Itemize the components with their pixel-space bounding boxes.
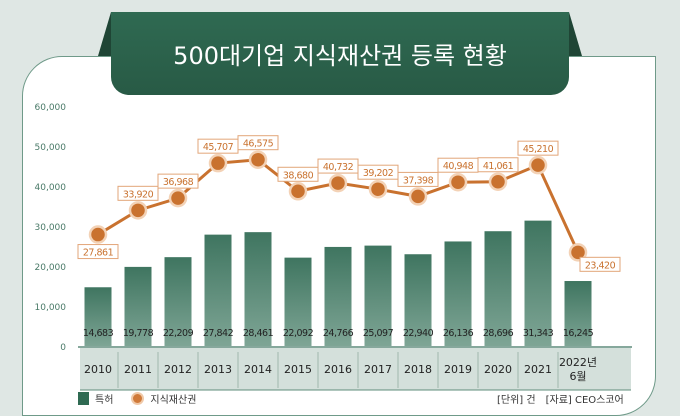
- x-tick-label: 2010: [84, 363, 112, 376]
- y-tick-label: 30,000: [35, 223, 67, 233]
- line-value-label: 39,202: [363, 168, 394, 179]
- x-tick-label: 2019: [444, 363, 472, 376]
- bar-2018: [404, 254, 432, 346]
- notes: [단위] 건 [자료] CEO스코어: [497, 391, 624, 406]
- bar-value-label: 22,092: [283, 328, 314, 339]
- bar-value-label: 14,683: [83, 328, 114, 339]
- bar-2021: [524, 220, 552, 346]
- line-label-box: [579, 256, 621, 272]
- bar-2019: [444, 241, 472, 346]
- bar-value-label: 24,766: [323, 328, 354, 339]
- y-tick-label: 40,000: [35, 183, 67, 193]
- legend-bar-label: 특허: [95, 395, 114, 406]
- bar-value-label: 28,696: [483, 328, 514, 339]
- x-tick-label: 2022년: [559, 356, 597, 369]
- line-point-2014: [248, 150, 268, 169]
- legend: 특허 지식재산권: [78, 391, 196, 406]
- line-value-label: 37,398: [403, 175, 434, 186]
- line-point-2011: [128, 201, 148, 220]
- bar-2015: [284, 257, 312, 346]
- bar-2017: [364, 245, 392, 346]
- bar-2014: [244, 232, 272, 346]
- line-value-label: 45,707: [203, 142, 234, 153]
- line-point-2017: [368, 179, 388, 199]
- bar-2016: [324, 246, 352, 346]
- line-value-label: 40,732: [323, 162, 354, 173]
- x-tick-label: 2016: [324, 363, 352, 376]
- bar-value-label: 28,461: [243, 328, 274, 339]
- source-note: [자료] CEO스코어: [545, 395, 624, 406]
- line-label-box: [117, 185, 159, 201]
- line-label-box: [477, 157, 519, 173]
- bar-2012: [164, 257, 192, 346]
- line-value-label: 36,968: [163, 177, 194, 188]
- bar-2010: [84, 287, 112, 346]
- x-tick-label: 2011: [124, 363, 152, 376]
- x-tick-label: 2017: [364, 363, 392, 376]
- x-tick-label: 2021: [524, 363, 552, 376]
- y-tick-label: 0: [60, 343, 66, 353]
- line-value-label: 40,948: [443, 161, 474, 172]
- line-value-label: 27,861: [83, 248, 114, 259]
- banner-fold-left: [98, 12, 111, 56]
- legend-line-label: 지식재산권: [150, 395, 197, 406]
- x-tick-label: 2015: [284, 363, 312, 376]
- line-point-2020: [488, 172, 508, 192]
- line-point-2016: [328, 173, 348, 193]
- line-value-label: 41,061: [483, 161, 514, 172]
- category-band: [80, 348, 631, 390]
- bar-2013: [204, 234, 232, 346]
- line-point-2019: [448, 172, 468, 192]
- line-label-box: [277, 166, 319, 182]
- bar-2011: [124, 266, 152, 346]
- line-point-2012: [168, 188, 188, 208]
- x-tick-label: 2018: [404, 363, 432, 376]
- line-value-label: 46,575: [243, 139, 274, 150]
- line-point-2010: [88, 225, 108, 244]
- line-label-box: [237, 135, 279, 151]
- line-point-2018: [408, 187, 428, 206]
- x-tick-label: 2014: [244, 363, 272, 376]
- y-tick-label: 20,000: [35, 263, 67, 273]
- line-point-2022년 6월: [568, 243, 588, 262]
- line-label-box: [77, 244, 119, 260]
- bar-value-label: 19,778: [123, 328, 154, 339]
- banner-fold-right: [569, 12, 582, 56]
- bar-value-label: 27,842: [203, 328, 234, 339]
- chart-title: 500대기업 지식재산권 등록 현황: [111, 12, 569, 95]
- x-tick-label: 2013: [204, 363, 232, 376]
- bar-value-label: 26,136: [443, 328, 474, 339]
- line-point-2015: [288, 182, 308, 201]
- line-point-2013: [208, 153, 228, 173]
- line-label-box: [157, 173, 199, 189]
- bar-value-label: 25,097: [363, 328, 394, 339]
- bar-value-label: 22,209: [163, 328, 194, 339]
- legend-bar-swatch: [78, 392, 89, 405]
- y-tick-label: 60,000: [35, 103, 67, 113]
- line-value-label: 23,420: [585, 260, 616, 271]
- x-tick-label: 6월: [569, 370, 586, 383]
- bar-value-label: 22,940: [403, 328, 434, 339]
- bar-value-label: 16,245: [563, 328, 594, 339]
- y-tick-label: 50,000: [35, 143, 67, 153]
- x-tick-label: 2012: [164, 363, 192, 376]
- bar-2022년 6월: [564, 281, 592, 346]
- unit-note: [단위] 건: [497, 395, 536, 406]
- line-value-label: 38,680: [283, 170, 314, 181]
- line-label-box: [397, 171, 439, 187]
- x-tick-label: 2020: [484, 363, 512, 376]
- line-label-box: [517, 140, 559, 156]
- bar-value-label: 31,343: [523, 328, 554, 339]
- legend-line-swatch: [131, 392, 145, 405]
- line-value-label: 45,210: [523, 144, 554, 155]
- y-tick-label: 10,000: [35, 303, 67, 313]
- line-value-label: 33,920: [123, 189, 154, 200]
- bar-2020: [484, 231, 512, 346]
- line-point-2021: [528, 155, 548, 175]
